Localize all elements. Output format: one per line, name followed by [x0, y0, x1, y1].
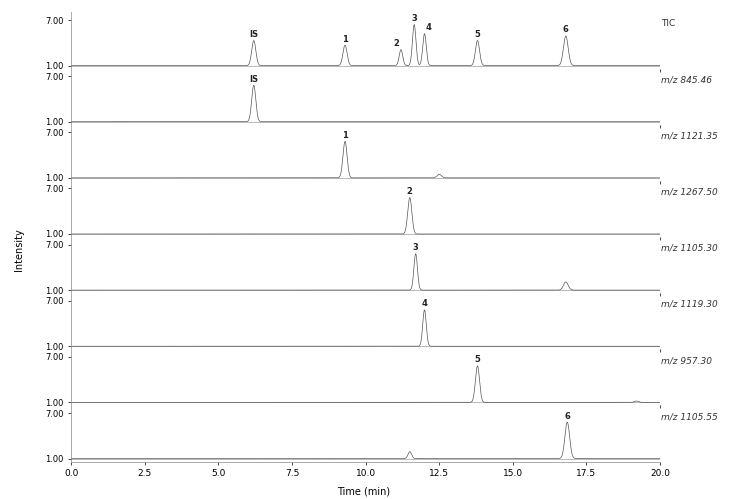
Text: 6: 6	[562, 25, 568, 34]
Text: 1: 1	[342, 131, 348, 140]
Text: IS: IS	[249, 30, 258, 39]
Text: m/z 1119.30: m/z 1119.30	[661, 300, 717, 309]
Text: m/z 957.30: m/z 957.30	[661, 356, 712, 365]
Text: 3: 3	[411, 14, 417, 23]
Text: 5: 5	[475, 355, 481, 364]
Text: m/z 1105.30: m/z 1105.30	[661, 244, 717, 253]
Text: m/z 1105.55: m/z 1105.55	[661, 412, 717, 421]
Text: 1: 1	[342, 34, 348, 43]
Text: Time (min): Time (min)	[338, 487, 390, 497]
Text: Intensity: Intensity	[13, 228, 24, 271]
Text: 4: 4	[426, 23, 432, 32]
Text: m/z 845.46: m/z 845.46	[661, 75, 712, 84]
Text: 2: 2	[406, 187, 412, 196]
Text: 2: 2	[394, 39, 400, 48]
Text: m/z 1267.50: m/z 1267.50	[661, 188, 717, 197]
Text: TIC: TIC	[661, 19, 675, 28]
Text: 3: 3	[413, 243, 419, 252]
Text: m/z 1121.35: m/z 1121.35	[661, 132, 717, 141]
Text: IS: IS	[249, 75, 258, 84]
Text: 5: 5	[475, 30, 481, 39]
Text: 6: 6	[564, 412, 570, 421]
Text: 4: 4	[422, 299, 428, 308]
